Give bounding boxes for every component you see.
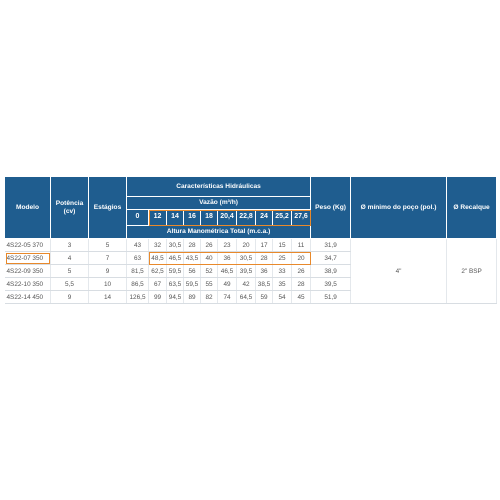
estagios-cell: 14 (88, 290, 127, 304)
altura-cell: 59,5 (183, 277, 201, 291)
flow-value: 0 (126, 209, 149, 226)
altura-cell: 49 (217, 277, 237, 291)
altura-cell: 32 (148, 238, 167, 252)
header-estagios: Estágios (88, 176, 127, 239)
flow-value: 16 (183, 209, 201, 226)
table-row: 4S22-05 370 3 5 43 32 30,5 28 26 23 20 17 15 11 31,9 4… (4, 238, 498, 304)
header-caracteristicas: Características Hidráulicas (125, 176, 312, 197)
altura-cell: 46,5 (166, 251, 184, 265)
recalque-cell: 2" BSP (446, 238, 498, 304)
model-cell: 4S22-07 350 (4, 251, 51, 265)
altura-cell: 59 (255, 290, 273, 304)
altura-cell: 42 (236, 277, 256, 291)
estagios-cell: 9 (88, 264, 127, 278)
table-row: 4S22-10 350 5,5 10 86,5 67 63,5 59,5 55 49 42 38,5… (4, 277, 497, 291)
pump-spec-table: Modelo Potência (cv) Estágios Caracterís… (4, 176, 498, 304)
flow-value: 14 (166, 209, 184, 226)
altura-cell: 48,5 (148, 251, 167, 265)
peso-cell: 31,9 (310, 238, 352, 252)
altura-cell: 63,5 (166, 277, 184, 291)
header-poco: Ø mínimo do poço (pol.) (350, 176, 448, 239)
altura-cell: 15 (272, 238, 292, 252)
altura-cell: 28 (255, 251, 273, 265)
altura-cell: 89 (183, 290, 201, 304)
estagios-cell: 7 (88, 251, 127, 265)
altura-cell: 86,5 (126, 277, 149, 291)
altura-cell: 43 (126, 238, 149, 252)
potencia-cell: 5 (50, 264, 89, 278)
header-modelo: Modelo (4, 176, 51, 239)
altura-cell: 17 (255, 238, 273, 252)
altura-cell: 94,5 (166, 290, 184, 304)
table-row: 4S22-09 350 5 9 81,5 62,5 59,5 56 52 46,5 39,5 36 3… (4, 264, 497, 278)
altura-cell: 82 (200, 290, 218, 304)
flow-value: 24 (255, 209, 273, 226)
altura-cell: 30,5 (166, 238, 184, 252)
altura-cell: 63 (126, 251, 149, 265)
altura-cell: 30,5 (236, 251, 256, 265)
peso-cell: 34,7 (310, 251, 352, 265)
altura-cell: 28 (291, 277, 312, 291)
altura-cell: 45 (291, 290, 312, 304)
altura-cell: 36 (255, 264, 273, 278)
potencia-cell: 5,5 (50, 277, 89, 291)
altura-cell: 54 (272, 290, 292, 304)
altura-cell: 52 (200, 264, 218, 278)
altura-cell: 35 (272, 277, 292, 291)
altura-cell: 40 (200, 251, 218, 265)
header-recalque: Ø Recalque (446, 176, 498, 239)
altura-cell: 20 (236, 238, 256, 252)
altura-cell: 25 (272, 251, 292, 265)
poco-cell: 4" (350, 238, 448, 304)
altura-cell: 46,5 (217, 264, 237, 278)
altura-cell: 23 (217, 238, 237, 252)
altura-cell: 28 (183, 238, 201, 252)
peso-cell: 39,5 (310, 277, 352, 291)
altura-cell: 39,5 (236, 264, 256, 278)
altura-cell: 20 (291, 251, 312, 265)
header-potencia: Potência (cv) (50, 176, 89, 239)
pump-spec-table-wrapper: Modelo Potência (cv) Estágios Caracterís… (4, 176, 498, 304)
peso-cell: 38,9 (310, 264, 352, 278)
altura-cell: 55 (200, 277, 218, 291)
altura-cell: 126,5 (126, 290, 149, 304)
estagios-cell: 10 (88, 277, 127, 291)
model-cell: 4S22-10 350 (4, 277, 51, 291)
flow-value: 22,8 (236, 209, 256, 226)
altura-cell: 62,5 (148, 264, 167, 278)
flow-value: 25,2 (272, 209, 292, 226)
potencia-cell: 9 (50, 290, 89, 304)
altura-cell: 33 (272, 264, 292, 278)
altura-cell: 59,5 (166, 264, 184, 278)
flow-value: 20,4 (217, 209, 237, 226)
altura-cell: 81,5 (126, 264, 149, 278)
potencia-cell: 3 (50, 238, 89, 252)
altura-cell: 36 (217, 251, 237, 265)
altura-cell: 67 (148, 277, 167, 291)
header-vazao: Vazão (m³/h) (125, 196, 312, 210)
table-body: 4S22-05 370 3 5 43 32 30,5 28 26 23 20 17 15 11 31,9 4… (4, 238, 498, 304)
altura-cell: 43,5 (183, 251, 201, 265)
flow-value: 27,6 (290, 209, 312, 226)
estagios-cell: 5 (88, 238, 127, 252)
peso-cell: 51,9 (310, 290, 352, 304)
altura-cell: 26 (291, 264, 312, 278)
altura-cell: 74 (217, 290, 237, 304)
model-cell: 4S22-09 350 (4, 264, 51, 278)
altura-cell: 26 (200, 238, 218, 252)
model-cell: 4S22-05 370 (4, 238, 51, 252)
table-row: 4S22-14 450 9 14 126,5 99 94,5 89 82 74 64,5 59 54 4… (4, 290, 497, 304)
flow-value: 12 (148, 209, 167, 226)
potencia-cell: 4 (50, 251, 89, 265)
header-altura: Altura Manométrica Total (m.c.a.) (125, 225, 312, 239)
header-peso: Peso (Kg) (310, 176, 352, 239)
altura-cell: 99 (148, 290, 167, 304)
altura-cell: 11 (291, 238, 312, 252)
altura-cell: 38,5 (255, 277, 273, 291)
model-cell: 4S22-14 450 (4, 290, 51, 304)
altura-cell: 56 (183, 264, 201, 278)
altura-cell: 64,5 (236, 290, 256, 304)
flow-value: 18 (200, 209, 218, 226)
